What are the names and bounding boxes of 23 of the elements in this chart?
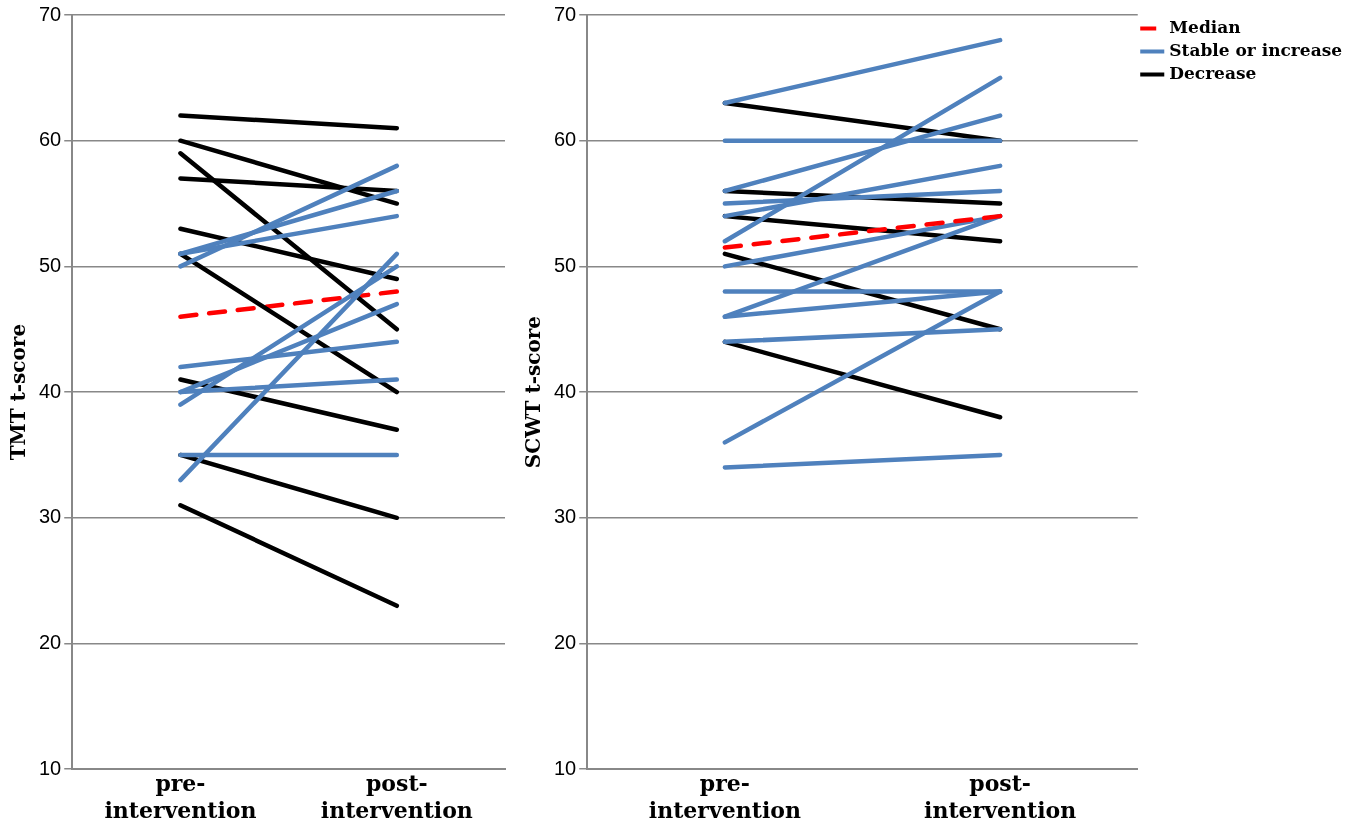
y-tick-label: 30 <box>39 505 62 528</box>
y-tick-label: 60 <box>554 128 577 151</box>
y-tick-label: 20 <box>39 631 62 654</box>
x-tick-label: post- intervention <box>924 770 1077 823</box>
y-axis-title: SCWT t-score <box>521 315 546 469</box>
y-tick-label: 70 <box>39 2 62 25</box>
x-tick-label: post- intervention <box>320 770 473 823</box>
y-tick-label: 30 <box>554 505 577 528</box>
y-tick-label: 50 <box>39 253 62 276</box>
y-tick-label: 40 <box>39 379 62 402</box>
legend-label: Median <box>1169 16 1241 37</box>
y-tick-label: 70 <box>554 2 577 25</box>
y-tick-label: 10 <box>554 756 577 779</box>
x-tick-label: pre- intervention <box>104 770 257 823</box>
y-tick-label: 20 <box>554 631 577 654</box>
legend-label: Stable or increase <box>1169 39 1343 60</box>
y-tick-label: 60 <box>39 128 62 151</box>
y-tick-label: 50 <box>554 253 577 276</box>
legend-label: Decrease <box>1169 62 1257 83</box>
y-tick-label: 10 <box>39 756 62 779</box>
y-tick-label: 40 <box>554 379 577 402</box>
y-axis-title: TMT t-score <box>6 323 31 461</box>
x-tick-label: pre- intervention <box>648 770 801 823</box>
